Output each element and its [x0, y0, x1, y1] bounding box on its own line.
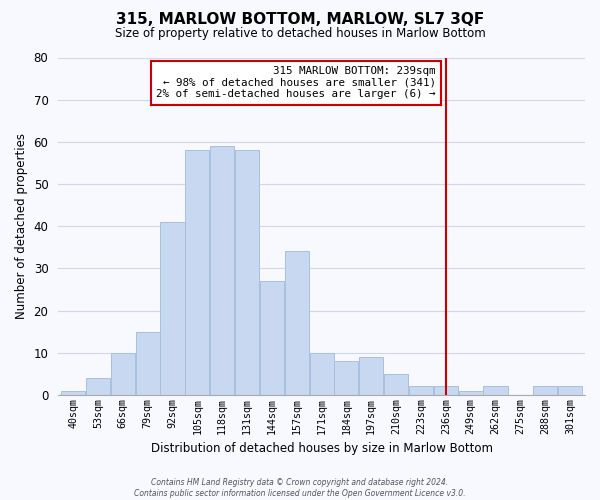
Bar [185, 150, 209, 395]
X-axis label: Distribution of detached houses by size in Marlow Bottom: Distribution of detached houses by size … [151, 442, 493, 455]
Bar [284, 252, 309, 395]
Bar [310, 352, 334, 395]
Bar [533, 386, 557, 395]
Text: 315 MARLOW BOTTOM: 239sqm
← 98% of detached houses are smaller (341)
2% of semi-: 315 MARLOW BOTTOM: 239sqm ← 98% of detac… [157, 66, 436, 99]
Bar [111, 352, 135, 395]
Text: 315, MARLOW BOTTOM, MARLOW, SL7 3QF: 315, MARLOW BOTTOM, MARLOW, SL7 3QF [116, 12, 484, 28]
Bar [434, 386, 458, 395]
Bar [235, 150, 259, 395]
Text: Contains HM Land Registry data © Crown copyright and database right 2024.
Contai: Contains HM Land Registry data © Crown c… [134, 478, 466, 498]
Bar [61, 390, 85, 395]
Bar [558, 386, 582, 395]
Bar [136, 332, 160, 395]
Bar [260, 281, 284, 395]
Bar [160, 222, 185, 395]
Bar [409, 386, 433, 395]
Bar [484, 386, 508, 395]
Bar [210, 146, 234, 395]
Bar [86, 378, 110, 395]
Bar [334, 361, 358, 395]
Bar [458, 390, 483, 395]
Bar [359, 357, 383, 395]
Y-axis label: Number of detached properties: Number of detached properties [15, 133, 28, 319]
Text: Size of property relative to detached houses in Marlow Bottom: Size of property relative to detached ho… [115, 28, 485, 40]
Bar [384, 374, 408, 395]
